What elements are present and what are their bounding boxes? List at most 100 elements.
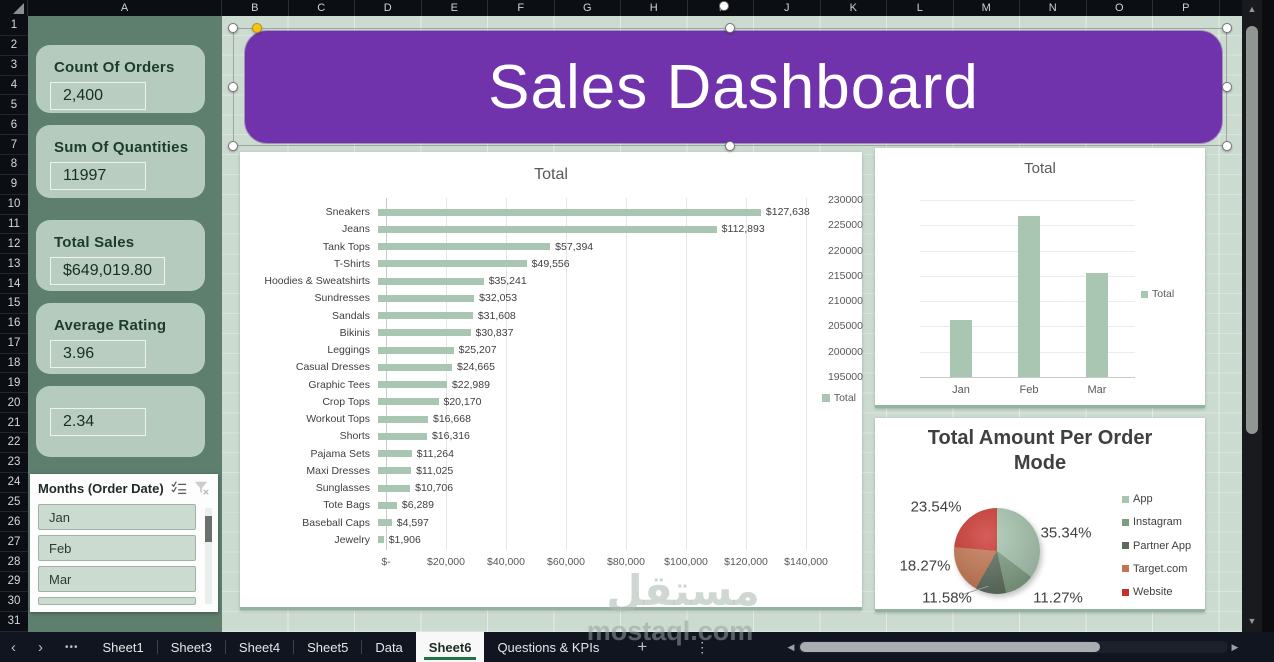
- selection-handle[interactable]: [1222, 23, 1232, 33]
- multi-select-icon[interactable]: [170, 480, 188, 496]
- add-sheet-button[interactable]: +: [637, 637, 648, 656]
- row-header-7[interactable]: 7: [0, 135, 28, 156]
- row-header-29[interactable]: 29: [0, 572, 28, 592]
- horizontal-scrollbar[interactable]: ◀ ▶: [784, 638, 1242, 656]
- row-header-26[interactable]: 26: [0, 512, 28, 533]
- horizontal-scroll-thumb[interactable]: [800, 642, 1100, 652]
- slicer-item-jan[interactable]: Jan: [38, 504, 196, 530]
- scroll-right-icon[interactable]: ▶: [1231, 641, 1239, 652]
- bar[interactable]: [378, 432, 427, 440]
- vertical-scroll-thumb[interactable]: [1246, 26, 1258, 434]
- bar[interactable]: [378, 450, 412, 457]
- row-header-25[interactable]: 25: [0, 493, 28, 513]
- column-header-O[interactable]: O: [1087, 0, 1153, 16]
- tab-sheet4[interactable]: Sheet4: [238, 639, 281, 655]
- row-header-20[interactable]: 20: [0, 393, 28, 414]
- column-header-A[interactable]: A: [28, 0, 222, 16]
- tab-sheet5[interactable]: Sheet5: [307, 639, 349, 655]
- tab-data[interactable]: Data: [375, 639, 403, 655]
- slicer-item-feb[interactable]: Feb: [38, 535, 196, 561]
- category-sales-bar-chart[interactable]: Total Sneakers $127,638 Jeans $112,893 Tank …: [240, 152, 862, 610]
- bar[interactable]: [378, 415, 428, 423]
- bar[interactable]: [378, 346, 454, 354]
- selection-handle[interactable]: [228, 82, 238, 92]
- column-header-P[interactable]: P: [1153, 0, 1220, 16]
- scroll-up-icon[interactable]: ▲: [1247, 4, 1257, 14]
- selection-handle[interactable]: [228, 23, 238, 33]
- bar[interactable]: [378, 519, 392, 526]
- column-header-M[interactable]: M: [954, 0, 1020, 16]
- tab-sheet3[interactable]: Sheet3: [170, 639, 212, 655]
- bar[interactable]: [378, 312, 473, 319]
- column-bar-feb[interactable]: [1018, 215, 1040, 377]
- kpi-card-2[interactable]: Sum Of Quantities 11997: [36, 125, 205, 198]
- bar[interactable]: [378, 329, 471, 337]
- column-header-K[interactable]: K: [821, 0, 887, 16]
- row-header-14[interactable]: 14: [0, 274, 28, 295]
- row-header-3[interactable]: 3: [0, 56, 28, 76]
- column-header-L[interactable]: L: [887, 0, 954, 16]
- row-header-23[interactable]: 23: [0, 453, 28, 473]
- order-mode-pie-chart[interactable]: Total Amount Per Order Mode 35.34% 11.27% 1…: [875, 418, 1205, 612]
- row-header-31[interactable]: 31: [0, 612, 28, 632]
- selection-handle[interactable]: [725, 23, 735, 33]
- column-header-F[interactable]: F: [488, 0, 555, 16]
- bar[interactable]: [378, 208, 761, 216]
- monthly-total-column-chart[interactable]: Total 230000 225000 220000 215000 210000 2050…: [828, 148, 1205, 408]
- row-header-19[interactable]: 19: [0, 373, 28, 394]
- row-header-4[interactable]: 4: [0, 76, 28, 96]
- scroll-down-icon[interactable]: ▼: [1247, 616, 1257, 626]
- column-header-B[interactable]: B: [222, 0, 289, 16]
- tab-sheet1[interactable]: Sheet1: [102, 639, 144, 655]
- slicer-scrollbar[interactable]: [205, 508, 212, 604]
- row-header-27[interactable]: 27: [0, 532, 28, 553]
- slicer-item-partial[interactable]: [38, 597, 196, 605]
- row-header-22[interactable]: 22: [0, 433, 28, 453]
- title-banner-shape[interactable]: Sales Dashboard: [245, 31, 1222, 143]
- selection-handle[interactable]: [228, 141, 238, 151]
- row-header-28[interactable]: 28: [0, 552, 28, 573]
- bar[interactable]: [378, 381, 447, 388]
- tab-questions---kpis[interactable]: Questions & KPIs: [497, 639, 600, 655]
- select-all-corner[interactable]: [0, 0, 28, 16]
- column-header-H[interactable]: H: [621, 0, 688, 16]
- selection-handle[interactable]: [1222, 141, 1232, 151]
- row-header-11[interactable]: 11: [0, 215, 28, 235]
- row-header-30[interactable]: 30: [0, 592, 28, 612]
- selection-handle[interactable]: [1222, 82, 1232, 92]
- column-bar-jan[interactable]: [950, 319, 972, 377]
- horizontal-scroll-track[interactable]: [798, 641, 1228, 653]
- scroll-left-icon[interactable]: ◀: [787, 641, 795, 652]
- row-header-24[interactable]: 24: [0, 473, 28, 493]
- slicer-scrollbar-thumb[interactable]: [205, 516, 212, 542]
- bar[interactable]: [378, 536, 384, 544]
- vertical-scrollbar[interactable]: ▲ ▼: [1242, 0, 1262, 632]
- column-header-J[interactable]: J: [754, 0, 821, 16]
- bar[interactable]: [378, 277, 484, 285]
- kpi-card-5[interactable]: 2.34: [36, 386, 205, 457]
- row-header-2[interactable]: 2: [0, 36, 28, 56]
- prev-sheet-button[interactable]: ‹: [11, 638, 16, 656]
- row-header-8[interactable]: 8: [0, 155, 28, 175]
- kpi-card-1[interactable]: Count Of Orders 2,400: [36, 45, 205, 113]
- selection-handle[interactable]: [719, 1, 729, 11]
- selection-handle[interactable]: [725, 141, 735, 151]
- row-header-17[interactable]: 17: [0, 334, 28, 354]
- bar[interactable]: [378, 294, 475, 302]
- bar[interactable]: [378, 501, 397, 509]
- kpi-card-4[interactable]: Average Rating 3.96: [36, 303, 205, 374]
- row-header-10[interactable]: 10: [0, 195, 28, 215]
- row-header-12[interactable]: 12: [0, 234, 28, 255]
- row-header-16[interactable]: 16: [0, 314, 28, 334]
- next-sheet-button[interactable]: ›: [38, 638, 43, 656]
- row-header-15[interactable]: 15: [0, 294, 28, 314]
- bar[interactable]: [378, 363, 452, 371]
- bar[interactable]: [378, 260, 527, 268]
- sheet-list-ellipsis-button[interactable]: •••: [65, 641, 79, 653]
- bar[interactable]: [378, 484, 411, 492]
- row-header-5[interactable]: 5: [0, 95, 28, 116]
- row-header-21[interactable]: 21: [0, 413, 28, 434]
- worksheet-area[interactable]: Count Of Orders 2,400 Sum Of Quantities 119…: [28, 16, 1242, 632]
- row-header-6[interactable]: 6: [0, 115, 28, 136]
- bar[interactable]: [378, 243, 551, 250]
